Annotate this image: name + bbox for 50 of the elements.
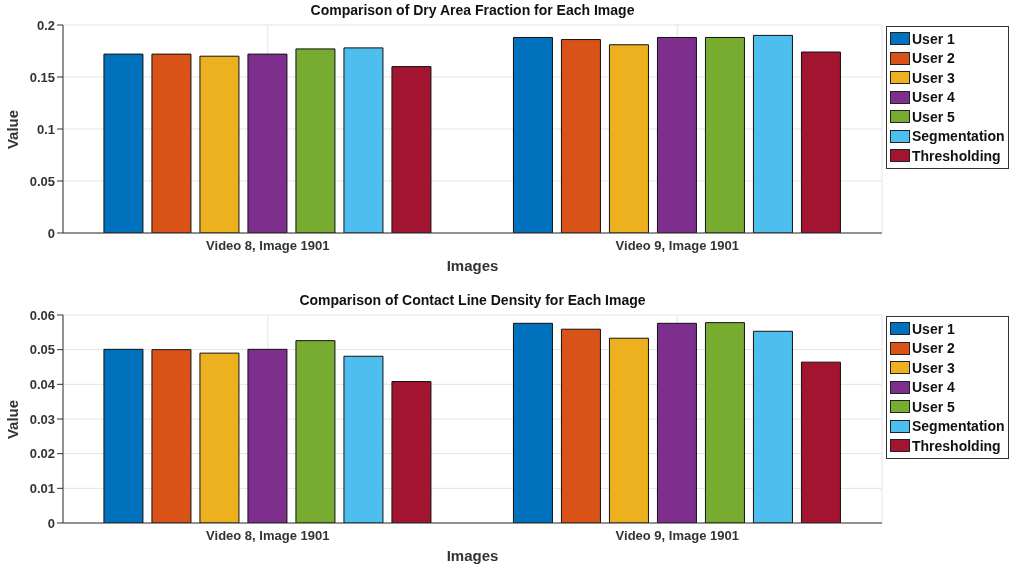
bar bbox=[247, 348, 288, 523]
x-tick-label: Video 8, Image 1901 bbox=[206, 238, 330, 254]
y-tick-label: 0.05 bbox=[29, 342, 55, 358]
y-tick-label: 0.01 bbox=[29, 480, 55, 496]
legend-label: User 3 bbox=[912, 359, 955, 376]
legend-label: User 5 bbox=[912, 108, 955, 125]
legend-label: User 2 bbox=[912, 50, 955, 67]
bar bbox=[295, 340, 336, 523]
bar bbox=[752, 330, 793, 523]
x-axis-title: Images bbox=[445, 257, 500, 274]
y-tick-label: 0 bbox=[47, 225, 55, 241]
legend-label: User 3 bbox=[912, 69, 955, 86]
bar bbox=[560, 328, 601, 523]
bar bbox=[151, 349, 192, 523]
bar bbox=[512, 322, 553, 523]
y-tick-label: 0.06 bbox=[29, 307, 55, 323]
y-tick-label: 0.15 bbox=[29, 69, 55, 85]
x-tick-label: Video 9, Image 1901 bbox=[615, 238, 739, 254]
y-tick-label: 0.04 bbox=[29, 376, 56, 392]
y-tick-label: 0.1 bbox=[36, 121, 55, 137]
legend-label: User 1 bbox=[912, 30, 955, 47]
y-tick-label: 0 bbox=[47, 515, 55, 531]
legend-label: Segmentation bbox=[912, 128, 1005, 145]
y-axis-title: Value bbox=[4, 109, 22, 149]
bar bbox=[704, 322, 745, 523]
y-tick-label: 0.03 bbox=[29, 411, 55, 427]
legend-label: User 2 bbox=[912, 340, 955, 357]
legend-label: User 4 bbox=[912, 89, 955, 106]
y-tick-label: 0.05 bbox=[29, 173, 55, 189]
bar bbox=[800, 361, 841, 523]
bar bbox=[608, 337, 649, 523]
bar bbox=[199, 352, 240, 523]
y-tick-label: 0.02 bbox=[29, 446, 55, 462]
x-axis-title: Images bbox=[445, 547, 500, 564]
bar bbox=[656, 322, 697, 523]
x-tick-label: Video 8, Image 1901 bbox=[206, 528, 330, 544]
x-tick-label: Video 9, Image 1901 bbox=[615, 528, 739, 544]
chart-title: Comparison of Dry Area Fraction for Each Image bbox=[309, 2, 636, 18]
bar bbox=[343, 355, 384, 523]
legend-label: Thresholding bbox=[912, 437, 1001, 454]
bar bbox=[391, 381, 432, 523]
legend-label: User 1 bbox=[912, 320, 955, 337]
y-axis-title: Value bbox=[4, 399, 22, 439]
legend-label: User 4 bbox=[912, 379, 955, 396]
legend-label: User 5 bbox=[912, 398, 955, 415]
y-tick-label: 0.2 bbox=[36, 17, 55, 33]
bar bbox=[103, 348, 144, 523]
chart-title: Comparison of Contact Line Density for Each Image bbox=[298, 292, 647, 308]
legend-label: Segmentation bbox=[912, 418, 1005, 435]
legend-label: Thresholding bbox=[912, 147, 1001, 164]
